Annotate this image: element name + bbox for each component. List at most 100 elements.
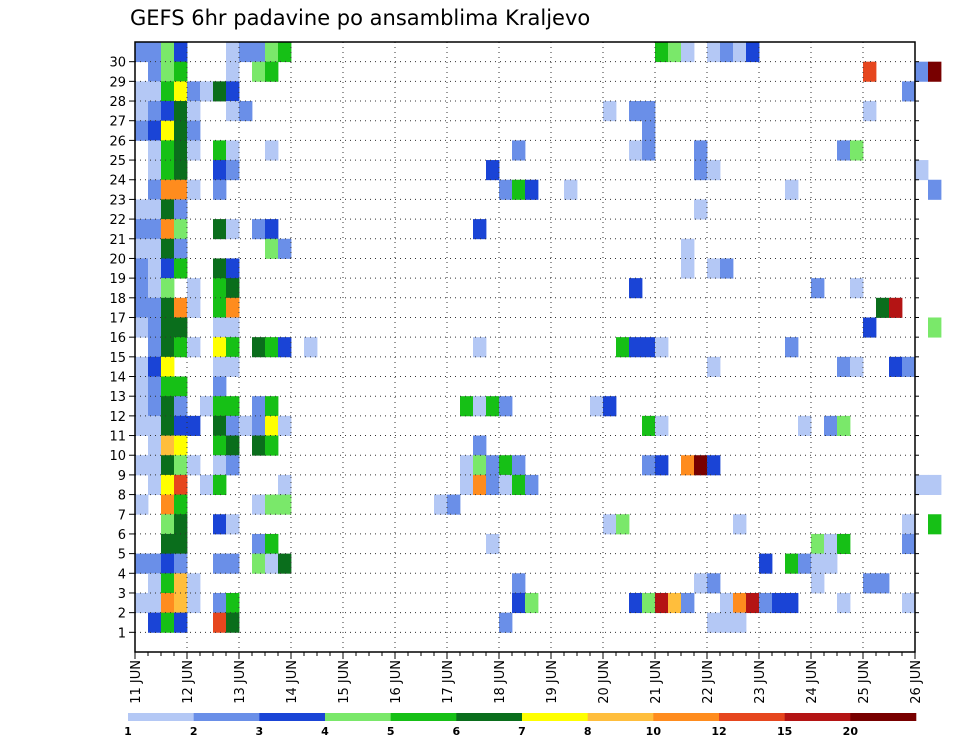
- heatmap-cell: [135, 356, 149, 377]
- heatmap-cell: [161, 612, 175, 633]
- heatmap-cell: [694, 573, 708, 594]
- heatmap-cell: [148, 376, 162, 397]
- heatmap-cell: [161, 238, 175, 259]
- heatmap-cell: [174, 494, 188, 515]
- heatmap-cell: [161, 455, 175, 476]
- heatmap-cell: [148, 258, 162, 279]
- heatmap-cell: [174, 474, 188, 495]
- y-tick-label: 30: [109, 56, 126, 71]
- heatmap-cell: [902, 514, 916, 535]
- heatmap-cell: [863, 573, 877, 594]
- heatmap-cell: [148, 160, 162, 181]
- heatmap-cell: [798, 415, 812, 436]
- heatmap-cell: [200, 474, 214, 495]
- colorbar: 1 2 3 4 5 6 7 8 10 12 15 20: [124, 713, 917, 738]
- heatmap-cell: [837, 592, 851, 614]
- heatmap-cell: [928, 61, 942, 82]
- heatmap-cell: [135, 42, 149, 63]
- heatmap-cell: [720, 42, 734, 63]
- colorbar-segment: [719, 713, 785, 721]
- heatmap-cell: [226, 258, 240, 279]
- heatmap-cell: [759, 592, 773, 614]
- y-tick-label: 12: [109, 410, 126, 425]
- x-tick-label: 11 JUN: [129, 660, 144, 704]
- heatmap-cell: [161, 514, 175, 535]
- heatmap-cell: [629, 140, 643, 161]
- heatmap-cell: [499, 612, 513, 633]
- colorbar-label: 7: [518, 725, 526, 738]
- heatmap-cell: [707, 356, 721, 377]
- colorbar-segment: [784, 713, 851, 721]
- x-tick-label: 18 JUN: [493, 660, 508, 704]
- x-tick-label: 21 JUN: [649, 660, 664, 704]
- heatmap-cell: [135, 553, 149, 574]
- heatmap-cell: [213, 396, 227, 417]
- colorbar-segment: [456, 713, 523, 721]
- x-tick-label: 13 JUN: [233, 660, 248, 704]
- y-tick-label: 24: [109, 174, 126, 189]
- colorbar-label: 3: [256, 725, 264, 738]
- heatmap-cell: [265, 219, 279, 240]
- y-tick-label: 27: [109, 115, 126, 130]
- grid-lines: [135, 42, 915, 652]
- heatmap-cell: [174, 376, 188, 397]
- heatmap-cell: [187, 278, 201, 299]
- heatmap-cell: [707, 612, 721, 633]
- heatmap-cell: [876, 297, 890, 318]
- heatmap-cell: [837, 415, 851, 436]
- colorbar-label: 1: [124, 725, 132, 738]
- heatmap-cell: [161, 376, 175, 397]
- heatmap-cell: [174, 120, 188, 141]
- heatmap-cell: [226, 81, 240, 102]
- heatmap-cell: [161, 81, 175, 102]
- heatmap-cell: [252, 42, 266, 63]
- heatmap-cell: [681, 238, 695, 259]
- heatmap-cell: [174, 219, 188, 240]
- heatmap-cell: [161, 396, 175, 417]
- y-tick-label: 8: [118, 489, 126, 504]
- heatmap-cell: [161, 297, 175, 318]
- y-tick-label: 5: [118, 548, 126, 563]
- heatmap-cell: [252, 396, 266, 417]
- heatmap-cell: [681, 455, 695, 476]
- heatmap-cell: [148, 474, 162, 495]
- y-tick-label: 2: [118, 607, 126, 622]
- heatmap-cell: [278, 238, 292, 259]
- heatmap-cell: [694, 199, 708, 220]
- colorbar-segment: [587, 713, 654, 721]
- heatmap-cell: [642, 101, 656, 122]
- heatmap-cell: [655, 592, 669, 614]
- heatmap-cell: [746, 42, 760, 63]
- heatmap-cell: [278, 337, 292, 358]
- heatmap-cell: [265, 238, 279, 259]
- heatmap-cell: [278, 415, 292, 436]
- y-tick-label: 26: [109, 134, 126, 149]
- heatmap-cell: [889, 356, 903, 377]
- heatmap-cell: [174, 199, 188, 220]
- heatmap-cell: [174, 238, 188, 259]
- heatmap-cell: [486, 474, 500, 495]
- heatmap-cell: [148, 612, 162, 633]
- heatmap-cell: [915, 160, 929, 181]
- heatmap-cell: [863, 317, 877, 338]
- y-tick-label: 9: [118, 469, 126, 484]
- heatmap-cell: [434, 494, 448, 515]
- heatmap-cell: [460, 455, 474, 476]
- heatmap-cell: [239, 415, 253, 436]
- heatmap-cell: [642, 337, 656, 358]
- heatmap-cell: [525, 592, 539, 614]
- heatmap-cell: [213, 140, 227, 161]
- heatmap-cell: [174, 179, 188, 200]
- heatmap-cell: [174, 514, 188, 535]
- heatmap-cell: [629, 337, 643, 358]
- heatmap-cell: [135, 317, 149, 338]
- colorbar-segment: [193, 713, 260, 721]
- heatmap-cell: [902, 356, 916, 377]
- heatmap-cell: [148, 61, 162, 82]
- heatmap-cell: [239, 101, 253, 122]
- heatmap-cell: [928, 317, 942, 338]
- colorbar-label: 5: [387, 725, 395, 738]
- heatmap-cell: [928, 514, 942, 535]
- heatmap-cell: [226, 278, 240, 299]
- colorbar-label: 2: [190, 725, 198, 738]
